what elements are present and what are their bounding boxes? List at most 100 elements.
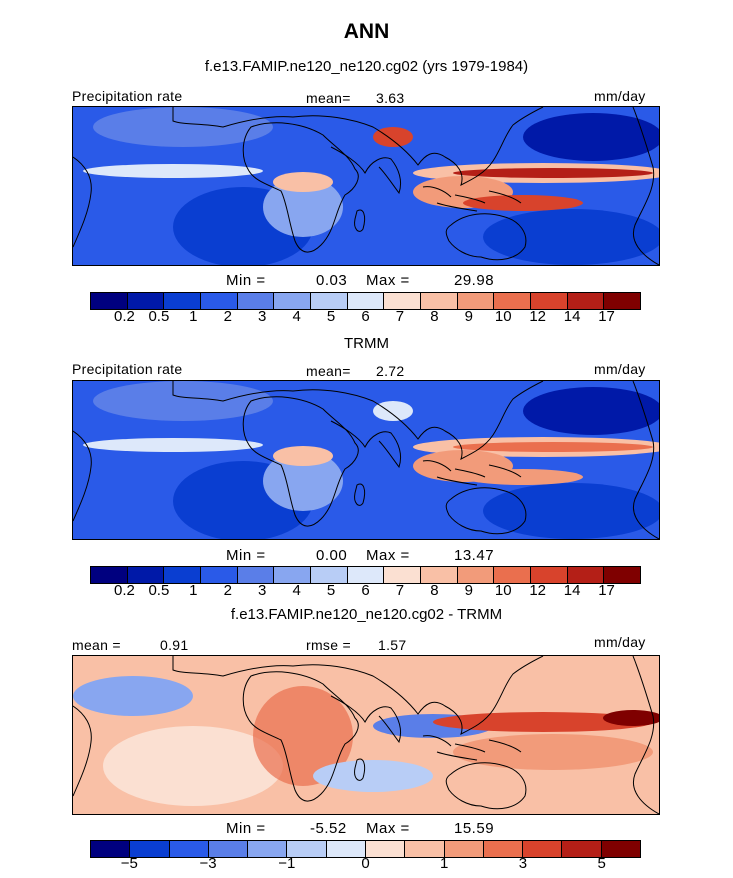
map-field <box>523 387 659 435</box>
panel3-colorbar-swatch <box>287 841 327 857</box>
colorbar-tick-label: 7 <box>395 582 405 599</box>
panel1-units: mm/day <box>594 88 646 104</box>
panel2-mean-value: 2.72 <box>376 363 405 379</box>
colorbar-tick-label: 17 <box>598 582 615 599</box>
colorbar-tick-label: −1 <box>278 855 296 872</box>
panel3-mean-label: mean = <box>72 637 121 653</box>
panel1-max-label: Max = <box>366 272 410 289</box>
panel3-colorbar-swatch <box>130 841 170 857</box>
map-field <box>483 483 659 539</box>
map-field <box>483 209 659 265</box>
panel1-colorbar-swatch <box>421 293 458 309</box>
panel1-title: f.e13.FAMIP.ne120_ne120.cg02 (yrs 1979-1… <box>204 58 529 75</box>
panel2-colorbar-swatch <box>311 567 348 583</box>
colorbar-tick-label: 17 <box>598 308 615 325</box>
coastline <box>632 107 659 265</box>
panel2-colorbar-swatch <box>604 567 641 583</box>
map-field <box>93 381 273 421</box>
map-field <box>373 401 413 421</box>
colorbar-tick-label: 6 <box>361 582 370 599</box>
map-field <box>93 107 273 147</box>
panel2-colorbar-swatch <box>494 567 532 583</box>
coastline <box>445 213 527 261</box>
colorbar-tick-label: 6 <box>361 308 370 325</box>
coastline <box>445 762 527 810</box>
panel1-colorbar-swatch <box>91 293 128 309</box>
colorbar-tick-label: 5 <box>326 308 336 325</box>
map-field <box>453 168 653 178</box>
coastline <box>242 396 359 527</box>
coastline <box>172 107 544 186</box>
colorbar-tick-label: 4 <box>292 308 301 325</box>
map-field <box>103 726 283 806</box>
panel3-min-label: Min = <box>226 820 266 837</box>
panel2-colorbar-swatch <box>567 567 605 583</box>
panel1-colorbar-swatch <box>494 293 532 309</box>
panel3-colorbar-swatch <box>405 841 445 857</box>
coastline <box>632 381 659 539</box>
coastline <box>330 146 402 195</box>
panel3-colorbar-swatch <box>523 841 563 857</box>
coastline <box>172 656 544 735</box>
colorbar-tick-label: 3 <box>258 582 267 599</box>
map-field <box>523 113 659 161</box>
panel1-colorbar-swatch <box>531 293 568 309</box>
colorbar-tick-label: 8 <box>430 308 439 325</box>
panel3-map <box>72 655 660 815</box>
map-field <box>83 438 263 452</box>
panel3-colorbar-swatch <box>248 841 288 857</box>
panel2-colorbar-swatch <box>237 567 275 583</box>
map-field <box>453 442 653 452</box>
map-field <box>83 164 263 178</box>
colorbar-tick-label: 14 <box>563 308 581 325</box>
coastline <box>73 705 92 797</box>
map-field <box>603 710 659 726</box>
panel2-colorbar-swatch <box>531 567 568 583</box>
panel3-colorbar-swatch <box>365 841 406 857</box>
panel1-min-value: 0.03 <box>316 272 348 289</box>
coastline <box>242 671 359 802</box>
colorbar-tick-label: −5 <box>120 855 138 872</box>
panel2-mean-label: mean= <box>306 363 351 379</box>
map-field <box>263 451 343 511</box>
colorbar-tick-label: 7 <box>395 308 405 325</box>
panel2-colorbar-swatch <box>127 567 165 583</box>
panel3-colorbar-swatch <box>208 841 249 857</box>
coastline <box>330 420 402 469</box>
panel3-units: mm/day <box>594 634 646 650</box>
colorbar-tick-label: 12 <box>529 582 547 599</box>
panel1-colorbar-swatch <box>274 293 312 309</box>
panel1-map <box>72 106 660 266</box>
map-field <box>263 177 343 237</box>
map-field <box>73 676 193 716</box>
colorbar-tick-label: 3 <box>518 855 528 872</box>
colorbar-tick-label: 5 <box>597 855 606 872</box>
panel2-colorbar-swatch <box>164 567 202 583</box>
panel1-min-label: Min = <box>226 272 266 289</box>
panel2-units: mm/day <box>594 361 646 377</box>
panel1-colorbar-swatch <box>237 293 275 309</box>
colorbar-tick-label: 0 <box>361 855 370 872</box>
panel2-colorbar-swatch <box>384 567 422 583</box>
panel3-max-label: Max = <box>366 820 410 837</box>
panel1-max-value: 29.98 <box>454 272 495 289</box>
coastline <box>242 122 359 253</box>
panel3-mean-value: 0.91 <box>160 637 189 653</box>
coastline <box>354 758 366 781</box>
colorbar-tick-label: 3 <box>258 308 267 325</box>
panel2-min-label: Min = <box>226 547 266 564</box>
panel3-colorbar-swatch <box>562 841 602 857</box>
panel3-colorbar <box>90 840 641 858</box>
coastline <box>73 156 92 248</box>
coastline <box>422 460 522 486</box>
panel2-max-value: 13.47 <box>454 547 495 564</box>
panel2-colorbar-swatch <box>421 567 458 583</box>
map-field <box>273 446 333 466</box>
panel3-rmse-value: 1.57 <box>378 637 407 653</box>
colorbar-tick-label: 2 <box>223 308 232 325</box>
map-field <box>463 469 583 485</box>
colorbar-tick-label: 0.5 <box>148 308 170 325</box>
panel1-colorbar-swatch <box>347 293 385 309</box>
colorbar-tick-label: 5 <box>326 582 336 599</box>
panel3-colorbar-swatch <box>326 841 366 857</box>
